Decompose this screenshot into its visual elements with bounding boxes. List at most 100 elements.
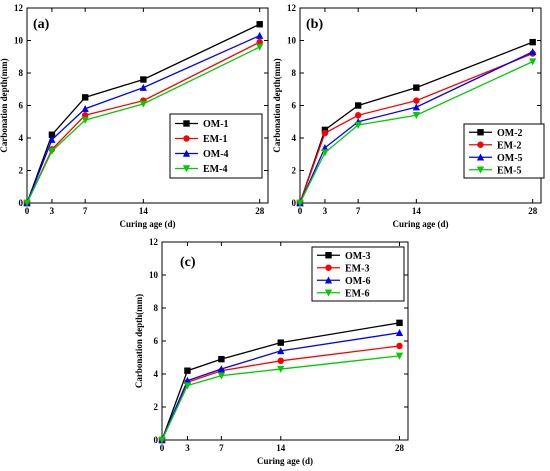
data-point-om-3 xyxy=(277,339,284,346)
y-tick-label: 10 xyxy=(287,36,297,46)
data-point-em-4 xyxy=(139,100,147,108)
legend-swatch-marker xyxy=(324,276,333,284)
y-tick-label: 12 xyxy=(149,237,159,247)
y-tick-label: 2 xyxy=(154,402,159,412)
data-point-om-1 xyxy=(256,21,263,28)
data-point-em-6 xyxy=(183,382,192,390)
legend-swatch-marker xyxy=(325,252,332,259)
data-point-om-4 xyxy=(139,83,147,91)
y-axis-title: Carbonation depth(mm) xyxy=(134,294,144,388)
x-tick-label: 28 xyxy=(528,206,538,216)
x-tick-label: 3 xyxy=(323,206,328,216)
x-tick-label: 14 xyxy=(412,206,422,216)
legend-swatch-marker xyxy=(476,153,485,161)
data-point-em-6 xyxy=(158,436,166,444)
data-point-em-6 xyxy=(217,372,225,380)
legend-swatch-marker xyxy=(183,120,190,127)
y-tick-label: 4 xyxy=(19,133,24,143)
data-point-om-6 xyxy=(217,365,225,373)
data-point-om-6 xyxy=(277,347,285,355)
data-point-em-4 xyxy=(256,43,264,51)
legend-label: EM-2 xyxy=(497,140,521,151)
y-tick-label: 12 xyxy=(287,3,297,13)
data-point-om-4 xyxy=(256,31,264,39)
legend-label: EM-6 xyxy=(345,288,369,299)
legend-swatch-marker xyxy=(324,289,333,297)
x-axis-title: Curing age (d) xyxy=(257,456,313,466)
y-tick-label: 8 xyxy=(154,303,159,313)
data-point-em-5 xyxy=(321,149,329,157)
legend-swatch-marker xyxy=(477,129,484,136)
data-point-om-3 xyxy=(218,355,225,363)
data-point-om-3 xyxy=(396,319,403,327)
data-point-om-1 xyxy=(81,94,89,101)
chart-panel-3: 0 3 7 14 28 0 2 4 6 8 10 12 Curing age (d) Carbonatio… xyxy=(134,237,409,466)
legend-swatch-marker xyxy=(477,141,484,148)
y-tick-label: 2 xyxy=(292,166,297,176)
data-point-om-6 xyxy=(183,376,192,384)
panel-label: (a) xyxy=(33,17,50,32)
legend-label: EM-4 xyxy=(203,164,227,175)
legend-swatch-marker xyxy=(325,264,332,271)
x-axis-title: Curing age (d) xyxy=(393,219,449,229)
x-tick-label: 0 xyxy=(298,206,303,216)
y-tick-label: 6 xyxy=(19,101,24,111)
y-tick-label: 6 xyxy=(154,336,159,346)
legend-label: EM-3 xyxy=(345,263,369,274)
y-tick-label: 2 xyxy=(19,166,24,176)
data-point-om-2 xyxy=(413,84,420,91)
data-point-em-5 xyxy=(296,199,304,207)
data-point-em-5 xyxy=(354,121,362,129)
x-tick-label: 28 xyxy=(395,443,405,453)
y-tick-label: 0 xyxy=(292,198,297,208)
y-tick-label: 4 xyxy=(154,369,159,379)
data-point-em-5 xyxy=(412,112,420,120)
data-point-om-1 xyxy=(48,131,56,138)
x-tick-label: 0 xyxy=(25,206,30,216)
legend-label: OM-4 xyxy=(203,149,229,160)
data-point-em-2 xyxy=(321,129,329,137)
chart-panel-1: 0 3 7 14 28 0 2 4 6 8 10 12 Curing age (d) Carbonatio… xyxy=(0,3,269,229)
data-point-om-4 xyxy=(48,135,56,143)
x-tick-label: 0 xyxy=(160,443,165,453)
legend-label: OM-3 xyxy=(345,251,371,262)
x-tick-label: 3 xyxy=(185,443,190,453)
data-point-em-4 xyxy=(81,116,89,124)
legend-label: OM-5 xyxy=(497,153,523,164)
data-point-em-3 xyxy=(277,357,284,364)
data-point-em-2 xyxy=(413,97,420,104)
series-line-om-2 xyxy=(299,41,533,204)
x-tick-label: 7 xyxy=(219,443,224,453)
data-point-em-4 xyxy=(48,147,56,155)
data-point-om-4 xyxy=(81,104,89,112)
x-tick-label: 3 xyxy=(50,206,55,216)
data-point-om-5 xyxy=(321,143,329,151)
data-point-om-2 xyxy=(529,38,536,46)
data-point-om-2 xyxy=(354,102,362,109)
data-point-em-5 xyxy=(529,58,537,66)
data-point-em-2 xyxy=(354,112,362,119)
legend-label: EM-1 xyxy=(203,134,227,145)
legend-label: EM-5 xyxy=(497,165,521,176)
data-point-om-5 xyxy=(412,103,420,111)
y-tick-label: 10 xyxy=(14,36,24,46)
x-tick-label: 14 xyxy=(276,443,286,453)
legend-swatch-marker xyxy=(182,149,191,157)
data-point-em-1 xyxy=(256,38,263,46)
data-point-om-3 xyxy=(184,367,191,374)
y-tick-label: 10 xyxy=(149,270,159,280)
data-point-om-5 xyxy=(529,48,537,56)
legend-label: OM-2 xyxy=(497,128,523,139)
panel-label: (b) xyxy=(306,17,323,32)
data-point-em-4 xyxy=(23,199,31,207)
y-tick-label: 0 xyxy=(154,435,159,445)
y-tick-label: 8 xyxy=(292,68,297,78)
data-point-em-6 xyxy=(395,352,404,360)
data-point-em-3 xyxy=(396,342,403,350)
x-tick-label: 7 xyxy=(356,206,361,216)
y-axis-title: Carbonation depth(mm) xyxy=(272,58,282,152)
x-tick-label: 7 xyxy=(83,206,88,216)
chart-panel-2: 0 3 7 14 28 0 2 4 6 8 10 12 Curing age (d) Carbonatio… xyxy=(272,3,545,229)
y-tick-label: 6 xyxy=(292,101,297,111)
